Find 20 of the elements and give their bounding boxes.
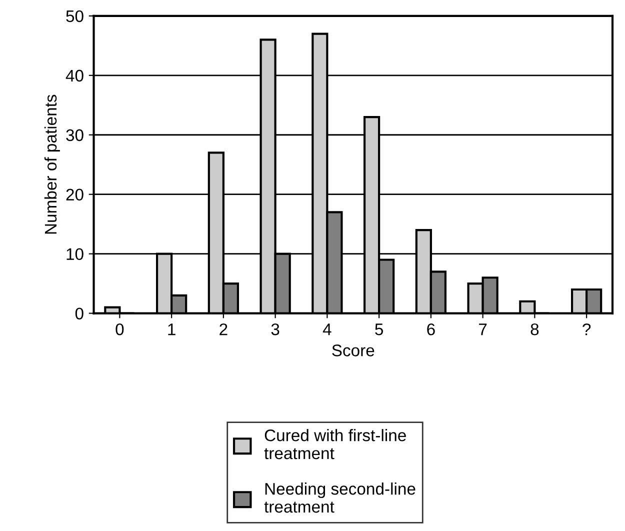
x-tick-label: 0 — [116, 323, 124, 336]
y-axis-title: Number of patients — [44, 94, 60, 234]
x-tick-label: 8 — [530, 323, 539, 336]
y-tick-label: 50 — [66, 10, 84, 22]
x-tick-label: 3 — [271, 323, 280, 336]
x-tick-label: 6 — [427, 323, 435, 336]
legend-label: Cured with first-line treatment — [264, 429, 406, 460]
y-tick-label: 10 — [66, 248, 84, 260]
x-tick-label: 5 — [375, 324, 383, 336]
x-tick-label: 2 — [220, 323, 228, 336]
x-tick-label: 7 — [479, 324, 487, 336]
y-tick-label: 30 — [66, 129, 84, 142]
y-tick-label: 20 — [66, 188, 84, 201]
x-tick-label: 4 — [322, 324, 332, 336]
y-tick-label: 0 — [75, 308, 84, 320]
x-tick-label: 1 — [168, 324, 176, 336]
x-tick-label: ? — [582, 323, 591, 336]
y-tick-label: 40 — [66, 70, 84, 82]
legend-label: Needing second-line treatment — [264, 482, 416, 513]
x-axis-title: Score — [332, 344, 374, 356]
